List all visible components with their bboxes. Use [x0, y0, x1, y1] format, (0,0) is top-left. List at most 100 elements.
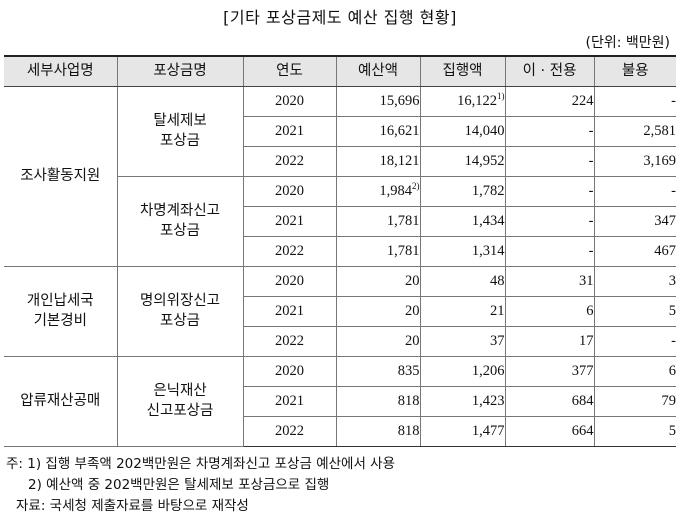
year-cell: 2021 — [243, 116, 337, 147]
execution-cell: 1,206 — [419, 356, 506, 387]
budget-cell: 1,781 — [335, 206, 421, 237]
col-header-year: 연도 — [242, 55, 337, 87]
award-name-cell: 은닉재산 신고포상금 — [116, 356, 244, 447]
execution-value: 21 — [490, 302, 505, 319]
award-name-cell: 명의위장신고 포상금 — [116, 266, 244, 357]
budget-cell: 818 — [335, 416, 421, 447]
unused-cell: 347 — [593, 206, 676, 237]
transfer-cell: 684 — [504, 386, 595, 417]
year-cell: 2020 — [242, 86, 337, 117]
execution-cell: 1,423 — [419, 386, 506, 417]
project-name-cell: 압류재산공매 — [4, 356, 118, 447]
unused-cell: 467 — [593, 236, 676, 267]
table-row: 조사활동지원 탈세제보 포상금 2020 15,696 16,1221) 224- — [4, 86, 676, 267]
execution-cell: 21 — [419, 296, 506, 327]
execution-cell: 37 — [419, 326, 506, 357]
year-cell: 2020 — [242, 356, 337, 387]
year-cell: 2022 — [243, 146, 337, 177]
unused-cell: - — [593, 176, 676, 207]
year-cell: 2022 — [243, 416, 337, 447]
execution-cell: 16,1221) — [419, 86, 506, 117]
col-header-award: 포상금명 — [116, 55, 244, 87]
col-header-project: 세부사업명 — [4, 55, 118, 87]
budget-cell: 20 — [335, 296, 421, 327]
unused-cell: 2,581 — [593, 116, 676, 147]
transfer-cell: - — [504, 236, 595, 267]
budget-cell: 16,621 — [335, 116, 421, 147]
unused-cell: 3,169 — [593, 146, 676, 177]
budget-value: 18,121 — [379, 152, 420, 169]
budget-value: 20 — [405, 272, 420, 289]
transfer-cell: 224 — [504, 86, 595, 117]
unused-cell: 79 — [593, 386, 676, 417]
col-header-budget: 예산액 — [335, 55, 421, 87]
execution-value: 14,040 — [464, 122, 505, 139]
transfer-cell: 6 — [504, 296, 595, 327]
table-row: 개인납세국 기본경비 명의위장신고 포상금 2020 20 48 31 3 — [4, 266, 676, 357]
transfer-cell: - — [504, 116, 595, 147]
execution-value: 1,423 — [471, 392, 505, 409]
budget-cell: 1,781 — [335, 236, 421, 267]
budget-value: 20 — [405, 302, 420, 319]
table-row: 2021 818 1,423 684 79 — [4, 386, 676, 417]
transfer-cell: - — [504, 146, 595, 177]
col-header-transfer: 이 · 전용 — [504, 55, 595, 87]
table-row: 2022 818 1,477 664 5 — [4, 416, 676, 447]
project-name-cell: 조사활동지원 — [4, 86, 118, 267]
year-cell: 2020 — [242, 266, 337, 297]
transfer-cell: 377 — [504, 356, 595, 387]
unused-cell: 5 — [593, 416, 676, 447]
budget-cell: 20 — [335, 266, 421, 297]
project-name-cell: 개인납세국 기본경비 — [4, 266, 118, 357]
footnotes: 주: 1) 집행 부족액 202백만원은 차명계좌신고 포상금 예산에서 사용 … — [6, 454, 395, 517]
year-cell: 2021 — [243, 296, 337, 327]
year-cell: 2021 — [243, 206, 337, 237]
unused-cell: 5 — [593, 296, 676, 327]
execution-cell: 1,782 — [419, 176, 506, 207]
source-note: 자료: 국세청 제출자료를 바탕으로 재작성 — [16, 498, 249, 514]
col-header-unused: 불용 — [593, 55, 676, 87]
budget-value: 15,696 — [379, 92, 420, 109]
year-cell: 2020 — [242, 176, 337, 207]
budget-value: 818 — [397, 392, 420, 409]
execution-cell: 1,477 — [419, 416, 506, 447]
transfer-cell: 664 — [504, 416, 595, 447]
header-row: 세부사업명 포상금명 연도 예산액 집행액 이 · 전용 불용 — [4, 55, 676, 87]
budget-value: 1,781 — [386, 242, 420, 259]
budget-value: 1,984 — [379, 182, 412, 199]
budget-value: 1,781 — [386, 212, 420, 229]
table-row: 압류재산공매 은닉재산 신고포상금 2020 835 1,206 377 6 — [4, 356, 676, 447]
unused-cell: - — [593, 86, 676, 117]
footnote-2: 2) 예산액 중 202백만원은 탈세제보 포상금으로 집행 — [28, 477, 330, 493]
footnote-1: 주: 1) 집행 부족액 202백만원은 차명계좌신고 포상금 예산에서 사용 — [6, 456, 396, 472]
col-header-execution: 집행액 — [419, 55, 506, 87]
transfer-cell: - — [504, 206, 595, 237]
execution-value: 14,952 — [464, 152, 505, 169]
execution-value: 1,314 — [471, 242, 505, 259]
execution-cell: 14,040 — [419, 116, 506, 147]
execution-value: 16,122 — [457, 92, 497, 109]
year-cell: 2022 — [243, 236, 337, 267]
transfer-cell: - — [504, 176, 595, 207]
budget-cell: 15,696 — [335, 86, 421, 117]
footnote-marker: 2) — [412, 180, 420, 191]
award-name-cell: 차명계좌신고 포상금 — [117, 176, 244, 267]
execution-value: 1,434 — [471, 212, 505, 229]
execution-value: 1,782 — [471, 182, 505, 199]
execution-value: 48 — [490, 272, 505, 289]
execution-cell: 48 — [419, 266, 506, 297]
budget-value: 818 — [397, 422, 420, 439]
budget-value: 20 — [405, 332, 420, 349]
transfer-cell: 17 — [504, 326, 595, 357]
unused-cell: - — [593, 326, 676, 357]
year-cell: 2022 — [243, 326, 337, 357]
table-title: [기타 포상금제도 예산 집행 현황] — [223, 8, 457, 27]
budget-value: 16,621 — [379, 122, 420, 139]
budget-cell: 818 — [335, 386, 421, 417]
budget-cell: 835 — [335, 356, 421, 387]
transfer-cell: 31 — [504, 266, 595, 297]
execution-cell: 1,434 — [419, 206, 506, 237]
budget-cell: 18,121 — [335, 146, 421, 177]
unit-label: (단위: 백만원) — [585, 35, 671, 51]
footnote-marker: 1) — [497, 90, 505, 101]
